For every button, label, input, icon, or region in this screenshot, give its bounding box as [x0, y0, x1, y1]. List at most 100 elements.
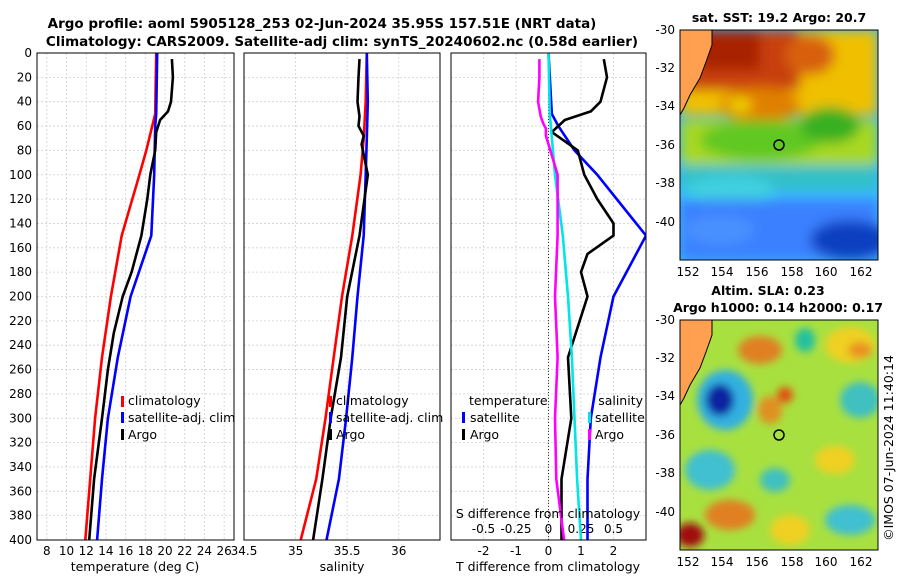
- x-tick-label: 18: [138, 544, 153, 558]
- depth-tick-label: 120: [9, 192, 32, 206]
- map-x-tick-label: 160: [815, 555, 838, 569]
- series-group: [299, 53, 370, 540]
- difference-panel: -2 -1 0 1 2-0.5 -0.25 0 0.25 0.5: [450, 52, 647, 558]
- s-tick-label: -0.5: [472, 522, 495, 536]
- map-y-tick-label: -36: [655, 428, 675, 442]
- legend-title-salinity: salinity: [598, 393, 643, 408]
- legend-label-argo: Argo: [336, 427, 365, 442]
- s-tick-label: 0.5: [604, 522, 623, 536]
- map-y-tick-label: -36: [655, 138, 675, 152]
- map-y-tick-label: -34: [655, 389, 675, 403]
- sst-map-land: [680, 30, 712, 115]
- depth-tick-label: 160: [9, 241, 32, 255]
- depth-tick-label: 400: [9, 533, 32, 547]
- depth-tick-label: 240: [9, 338, 32, 352]
- s-tick-label: -0.25: [500, 522, 531, 536]
- map-y-tick-label: -30: [655, 313, 675, 327]
- sla-map-field: [680, 320, 878, 550]
- legend-swatch-argo: [329, 429, 332, 440]
- depth-tick-label: 260: [9, 363, 32, 377]
- sla-map-title-line2: Argo h1000: 0.14 h2000: 0.17: [673, 300, 883, 315]
- legend-swatch-argo: [121, 429, 124, 440]
- legend-swatch-t-argo: [462, 429, 465, 440]
- depth-tick-label: 80: [17, 143, 32, 157]
- legend-label-s-satellite: satellite: [595, 410, 645, 425]
- sla-map-land: [680, 320, 712, 405]
- x-tick-label: 35.5: [334, 544, 361, 558]
- legend-label-satellite: satellite-adj. clim: [128, 410, 235, 425]
- map-x-tick-label: 152: [677, 555, 700, 569]
- salinity-panel: 34.5 35 35.5 36: [231, 52, 441, 558]
- sla-map-title-line1: Altim. SLA: 0.23: [711, 283, 824, 298]
- x-tick-label: 26: [217, 544, 232, 558]
- series-line-t-argo: [550, 58, 615, 540]
- series-group: [84, 53, 175, 540]
- legend-temperature: climatology satellite-adj. clim Argo: [121, 393, 235, 442]
- x-tick-label: 22: [177, 544, 192, 558]
- legend-label-climatology: climatology: [336, 393, 409, 408]
- legend-swatch-climatology: [121, 396, 124, 407]
- series-line-s-argo: [536, 59, 566, 540]
- x-tick-label: 14: [98, 544, 113, 558]
- map-x-tick-label: 154: [711, 265, 734, 279]
- x-tick-label: -1: [510, 544, 522, 558]
- map-x-tick-label: 158: [781, 555, 804, 569]
- legend-swatch-satellite: [329, 412, 332, 423]
- x-tick-label: 1: [577, 544, 585, 558]
- x-tick-label: 35: [288, 544, 303, 558]
- legend-swatch-t-satellite: [462, 412, 465, 423]
- map-x-tick-label: 154: [711, 555, 734, 569]
- depth-tick-label: 60: [17, 119, 32, 133]
- map-y-tick-label: -34: [655, 99, 675, 113]
- plot-frame: [243, 52, 441, 541]
- s-difference-label: S difference from climatology: [456, 506, 641, 521]
- t-difference-xlabel: T difference from climatology: [455, 559, 641, 574]
- x-tick-label: 34.5: [231, 544, 258, 558]
- depth-tick-label: 340: [9, 460, 32, 474]
- depth-tick-label: 220: [9, 314, 32, 328]
- depth-tick-label: 0: [24, 46, 32, 60]
- sst-map-title: sat. SST: 19.2 Argo: 20.7: [692, 10, 866, 25]
- x-tick-label: 10: [59, 544, 74, 558]
- x-tick-label: -2: [478, 544, 490, 558]
- sst-map: sat. SST: 19.2 Argo: 20.7: [655, 10, 879, 279]
- series-line-s-satellite: [547, 53, 583, 540]
- x-tick-label: 36: [391, 544, 406, 558]
- map-x-tick-label: 156: [746, 265, 769, 279]
- depth-axis-labels: 0 20 40 60 80 100 120 140 160 180 200 220 240 260 280 3…: [9, 46, 32, 547]
- depth-tick-label: 40: [17, 95, 32, 109]
- legend-label-s-argo: Argo: [595, 427, 624, 442]
- legend-title-temperature: temperature: [469, 393, 548, 408]
- credit-label: ©IMOS 07-Jun-2024 11:40:14: [881, 355, 896, 541]
- legend-label-climatology: climatology: [128, 393, 201, 408]
- plot-frame: [36, 52, 235, 541]
- s-tick-label: 0: [545, 522, 553, 536]
- legend-label-t-satellite: satellite: [470, 410, 520, 425]
- depth-tick-label: 100: [9, 168, 32, 182]
- legend-swatch-s-argo: [588, 429, 591, 440]
- legend-label-argo: Argo: [128, 427, 157, 442]
- title-line1: Argo profile: aoml 5905128_253 02-Jun-20…: [48, 16, 597, 32]
- map-x-tick-label: 162: [850, 265, 873, 279]
- series-line-climatology: [84, 53, 158, 540]
- legend-differences: temperature satellite Argo salinity sate…: [462, 393, 645, 442]
- sla-map-float-marker: [773, 429, 785, 441]
- legend-label-t-argo: Argo: [470, 427, 499, 442]
- temperature-panel: 8 10 12 14 16 18 20 22 24 26: [36, 52, 235, 558]
- legend-swatch-s-satellite: [588, 412, 591, 423]
- map-y-tick-label: -38: [655, 176, 675, 190]
- series-line-argo: [311, 59, 370, 540]
- grid: [37, 52, 234, 541]
- depth-tick-label: 280: [9, 387, 32, 401]
- series-line-satellite-adj-clim: [325, 53, 370, 540]
- sst-map-field: [680, 30, 878, 260]
- depth-tick-label: 20: [17, 70, 32, 84]
- sla-map-ticks: 152 154 156 158 160 162 -30 -32 -34 -36 -38 -40: [655, 313, 872, 569]
- depth-tick-label: 360: [9, 484, 32, 498]
- depth-tick-label: 140: [9, 216, 32, 230]
- temperature-xlabel: temperature (deg C): [71, 559, 200, 574]
- sla-map-coastline: [680, 320, 713, 406]
- x-tick-label: 20: [157, 544, 172, 558]
- map-x-tick-label: 158: [781, 265, 804, 279]
